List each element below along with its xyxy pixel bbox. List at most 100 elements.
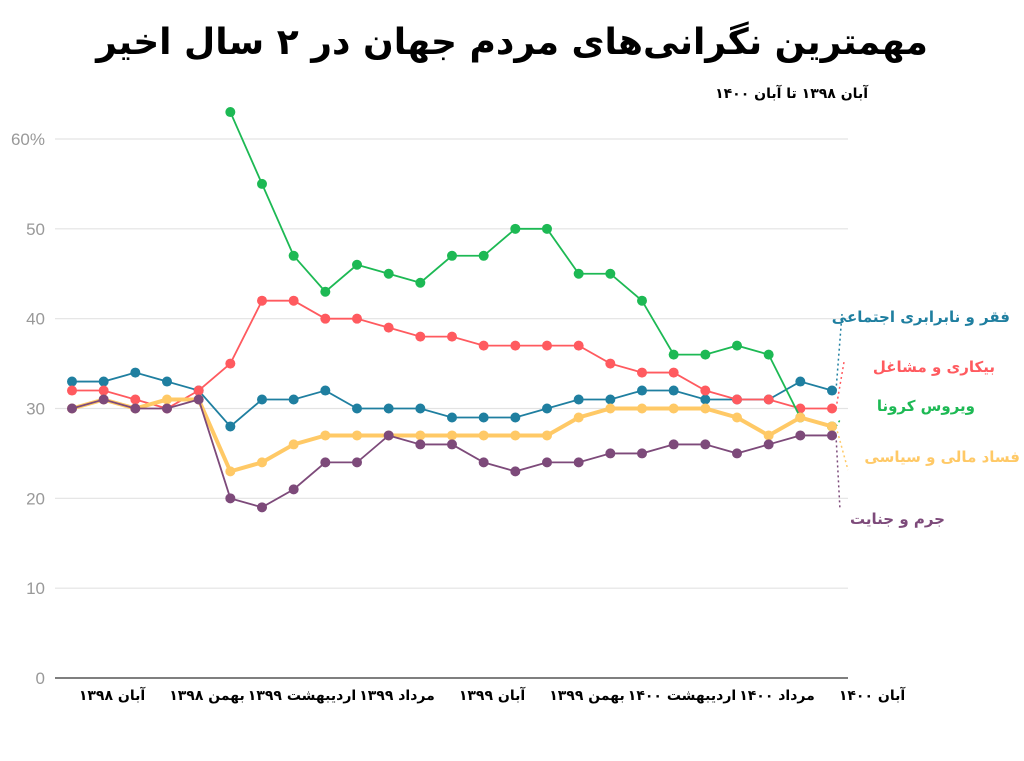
x-tick-label: بهمن ۱۳۹۸ xyxy=(169,688,245,704)
data-point xyxy=(573,394,584,405)
data-point xyxy=(637,367,647,378)
data-point xyxy=(98,376,109,387)
data-point xyxy=(510,412,521,423)
data-point xyxy=(288,439,299,450)
data-point xyxy=(447,439,457,450)
data-point xyxy=(668,367,679,378)
data-point xyxy=(573,340,584,351)
series-1 xyxy=(67,295,837,414)
data-point xyxy=(257,502,267,513)
data-point xyxy=(700,349,711,360)
data-point xyxy=(415,403,426,414)
data-point xyxy=(447,412,457,423)
data-point xyxy=(383,430,394,441)
data-point xyxy=(257,178,267,189)
x-tick-label: آبان ۱۳۹۸ xyxy=(79,686,147,704)
data-point xyxy=(98,385,109,396)
data-point xyxy=(732,340,742,351)
data-point xyxy=(637,448,647,459)
data-point xyxy=(542,403,552,414)
data-point xyxy=(605,403,616,414)
chart-subtitle: آبان ۱۳۹۸ تا آبان ۱۴۰۰ xyxy=(715,86,868,102)
legend-leader xyxy=(835,426,849,471)
data-point xyxy=(700,403,711,414)
data-point xyxy=(447,250,457,261)
x-tick-label: آبان ۱۴۰۰ xyxy=(839,686,907,704)
series-line xyxy=(229,111,833,428)
data-point xyxy=(383,322,394,333)
series-3 xyxy=(67,394,837,477)
series-4 xyxy=(67,394,837,513)
data-point xyxy=(225,107,236,118)
data-point xyxy=(352,457,362,468)
data-point xyxy=(320,286,331,297)
x-tick-label: مرداد ۱۴۰۰ xyxy=(739,688,815,704)
data-point xyxy=(732,394,742,405)
data-point xyxy=(415,439,426,450)
data-point xyxy=(225,421,236,432)
data-point xyxy=(288,250,299,261)
legend-label: فقر و نابرابری اجتماعی xyxy=(832,308,1010,326)
data-point xyxy=(257,394,267,405)
data-point xyxy=(288,295,299,306)
y-tick-label: 30 xyxy=(26,400,45,419)
data-point xyxy=(763,349,774,360)
data-point xyxy=(478,412,489,423)
data-point xyxy=(668,349,679,360)
data-point xyxy=(668,403,679,414)
data-point xyxy=(130,394,141,405)
data-point xyxy=(162,403,172,414)
data-point xyxy=(510,430,521,441)
data-point xyxy=(637,295,647,306)
data-point xyxy=(510,466,521,477)
y-tick-label: 20 xyxy=(26,489,45,508)
data-point xyxy=(827,385,837,396)
data-point xyxy=(225,358,236,369)
data-point xyxy=(573,268,584,279)
data-point xyxy=(700,385,711,396)
data-point xyxy=(67,385,77,396)
data-point xyxy=(573,412,584,423)
data-point xyxy=(162,376,172,387)
data-point xyxy=(288,484,299,495)
legend-label: بیکاری و مشاغل xyxy=(873,358,995,376)
data-point xyxy=(732,412,742,423)
data-point xyxy=(542,223,552,234)
data-point xyxy=(98,394,109,405)
x-tick-label: آبان ۱۳۹۹ xyxy=(459,686,527,704)
x-tick-label: بهمن ۱۳۹۹ xyxy=(549,688,625,704)
data-point xyxy=(415,331,426,342)
x-tick-label: اردیبهشت ۱۳۹۹ xyxy=(248,688,356,704)
data-point xyxy=(510,340,521,351)
data-point xyxy=(352,403,362,414)
data-point xyxy=(605,358,616,369)
data-point xyxy=(130,403,141,414)
data-point xyxy=(193,394,204,405)
data-point xyxy=(320,457,331,468)
data-point xyxy=(130,367,141,378)
data-point xyxy=(763,394,774,405)
data-point xyxy=(827,421,837,432)
data-point xyxy=(827,430,837,441)
legend-label: جرم و جنایت xyxy=(850,510,945,528)
data-point xyxy=(478,250,489,261)
data-point xyxy=(383,268,394,279)
data-point xyxy=(795,430,806,441)
data-point xyxy=(700,394,711,405)
data-point xyxy=(257,295,267,306)
data-point xyxy=(732,448,742,459)
data-point xyxy=(478,457,489,468)
data-point xyxy=(827,403,837,414)
x-tick-label: مرداد ۱۳۹۹ xyxy=(359,688,435,704)
data-point xyxy=(510,223,521,234)
data-point xyxy=(320,430,331,441)
data-point xyxy=(573,457,584,468)
y-tick-label: 40 xyxy=(26,310,45,329)
data-point xyxy=(352,259,362,270)
y-tick-label: 50 xyxy=(26,220,45,239)
data-point xyxy=(225,466,236,477)
data-point xyxy=(415,277,426,288)
data-point xyxy=(447,331,457,342)
chart-title: مهمترین نگرانی‌های مردم جهان در ۲ سال اخ… xyxy=(96,22,928,63)
